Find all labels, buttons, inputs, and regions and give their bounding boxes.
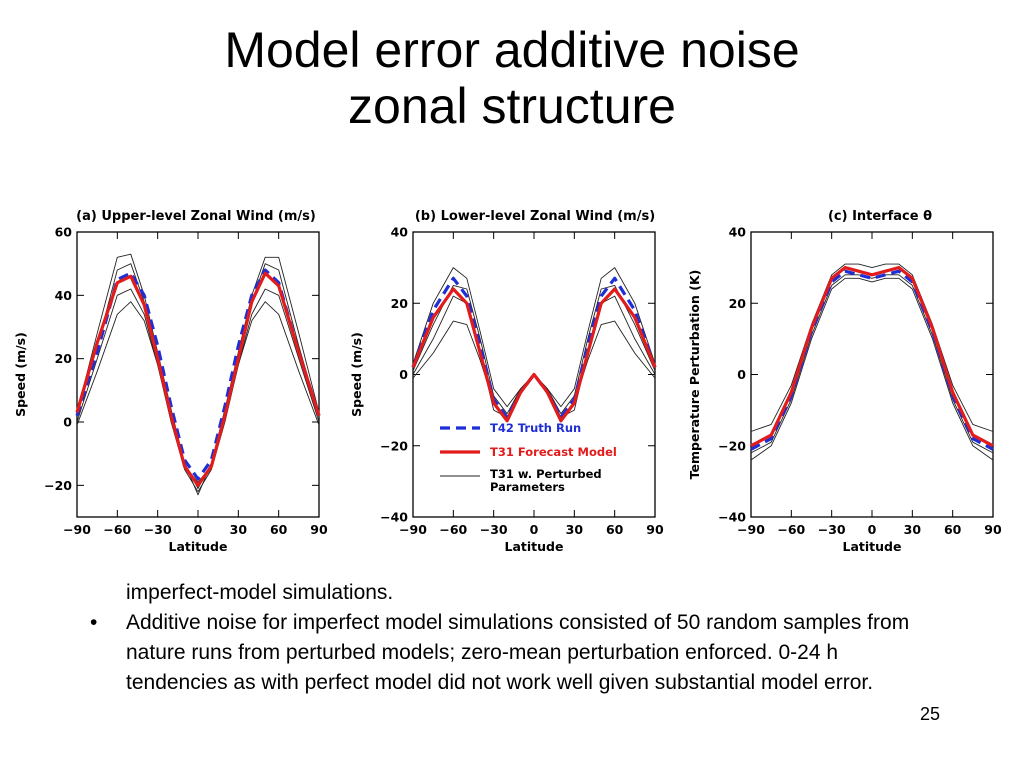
chart-panel-1: (a) Upper-level Zonal Wind (m/s) −90 −60 −3…: [13, 209, 328, 554]
y-tick-label: 40: [729, 225, 747, 240]
title-line-1: Model error additive noise: [224, 22, 800, 78]
y-tick-label: 40: [55, 288, 73, 303]
y-tick-label: −20: [718, 438, 746, 453]
chart-panel-2: (b) Lower-level Zonal Wind (m/s) −90 −60 −3…: [349, 209, 664, 554]
x-tick-label: −30: [480, 522, 508, 537]
bullet-icon: •: [90, 611, 98, 634]
x-tick-label: 30: [230, 522, 248, 537]
series-line-truth: [750, 269, 994, 451]
series-line-perturbed: [76, 263, 320, 489]
y-tick-label: 0: [737, 367, 746, 382]
legend-label-truth: T42 Truth Run: [490, 421, 581, 435]
x-tick-label: 90: [984, 522, 1002, 537]
series-line-truth: [75, 268, 321, 481]
series-line-forecast: [750, 265, 994, 448]
plot-frame: [76, 231, 320, 518]
x-tick-label: 0: [868, 522, 877, 537]
y-tick-label: 20: [55, 351, 73, 366]
series-line-perturbed: [76, 253, 320, 496]
x-tick-label: 60: [944, 522, 962, 537]
series-line-perturbed: [750, 277, 994, 461]
chart-panel-3: (c) Interface θ −90 −60 −30 0 30 60 90 −40 −20 0 20…: [687, 209, 1002, 554]
x-axis-label: Latitude: [169, 539, 228, 554]
y-axis-label: Speed (m/s): [349, 332, 364, 417]
y-tick-label: 0: [399, 367, 408, 382]
x-tick-label: −90: [399, 522, 427, 537]
series-line-perturbed: [412, 267, 656, 408]
series-line-truth: [411, 276, 657, 419]
bullet-text: Additive noise for imperfect model simul…: [126, 611, 910, 694]
series-line-perturbed: [76, 288, 320, 493]
chart-title: (a) Upper-level Zonal Wind (m/s): [76, 209, 316, 224]
series-line-forecast: [75, 271, 321, 487]
x-tick-label: −60: [777, 522, 805, 537]
y-tick-label: 40: [391, 225, 409, 240]
x-tick-label: −90: [737, 522, 765, 537]
x-tick-label: 60: [270, 522, 288, 537]
x-tick-label: −60: [439, 522, 467, 537]
x-tick-label: 30: [904, 522, 922, 537]
y-tick-label: 20: [729, 296, 747, 311]
series-line-perturbed: [750, 274, 994, 454]
x-tick-label: 0: [194, 522, 203, 537]
bullet-item: • Additive noise for imperfect model sim…: [90, 608, 950, 698]
y-axis-label: Temperature Perturbation (K): [687, 270, 702, 480]
y-tick-label: 20: [391, 296, 409, 311]
page-number: 25: [919, 704, 940, 724]
x-axis-label: Latitude: [505, 539, 564, 554]
series-line-perturbed: [76, 301, 320, 483]
chart-title: (b) Lower-level Zonal Wind (m/s): [415, 209, 655, 224]
x-tick-label: 60: [606, 522, 624, 537]
y-tick-label: 60: [55, 225, 73, 240]
series-line-perturbed: [412, 295, 656, 418]
chart-title: (c) Interface θ: [828, 209, 932, 224]
y-tick-label: −20: [380, 438, 408, 453]
x-tick-label: −30: [144, 522, 172, 537]
y-tick-label: −40: [380, 510, 408, 525]
y-axis-label: Speed (m/s): [13, 332, 28, 417]
x-tick-label: −90: [63, 522, 91, 537]
x-tick-label: −60: [103, 522, 131, 537]
legend-label-perturbed-1: T31 w. Perturbed: [490, 467, 602, 481]
series-line-forecast: [411, 287, 657, 423]
series-line-perturbed: [412, 320, 656, 422]
x-tick-label: 30: [566, 522, 584, 537]
x-axis-label: Latitude: [843, 539, 902, 554]
y-tick-label: −20: [44, 478, 72, 493]
title-line-2: zonal structure: [348, 78, 676, 134]
x-tick-label: −30: [818, 522, 846, 537]
charts-figure: (a) Upper-level Zonal Wind (m/s) −90 −60 −3…: [13, 209, 1002, 554]
legend-label-forecast: T31 Forecast Model: [490, 445, 617, 459]
slide-title: Model error additive noise zonal structu…: [0, 22, 1024, 134]
x-tick-label: 0: [530, 522, 539, 537]
y-tick-label: 0: [63, 415, 72, 430]
series-line-perturbed: [750, 263, 994, 432]
bullet-continuation: imperfect-model simulations.: [126, 581, 394, 604]
x-tick-label: 90: [646, 522, 664, 537]
legend-label-perturbed-2: Parameters: [490, 480, 565, 494]
y-tick-label: −40: [718, 510, 746, 525]
x-tick-label: 90: [310, 522, 328, 537]
bullet-list: imperfect-model simulations. • Additive …: [90, 578, 950, 698]
legend: T42 Truth Run T31 Forecast Model T31 w. Pe…: [440, 421, 617, 494]
